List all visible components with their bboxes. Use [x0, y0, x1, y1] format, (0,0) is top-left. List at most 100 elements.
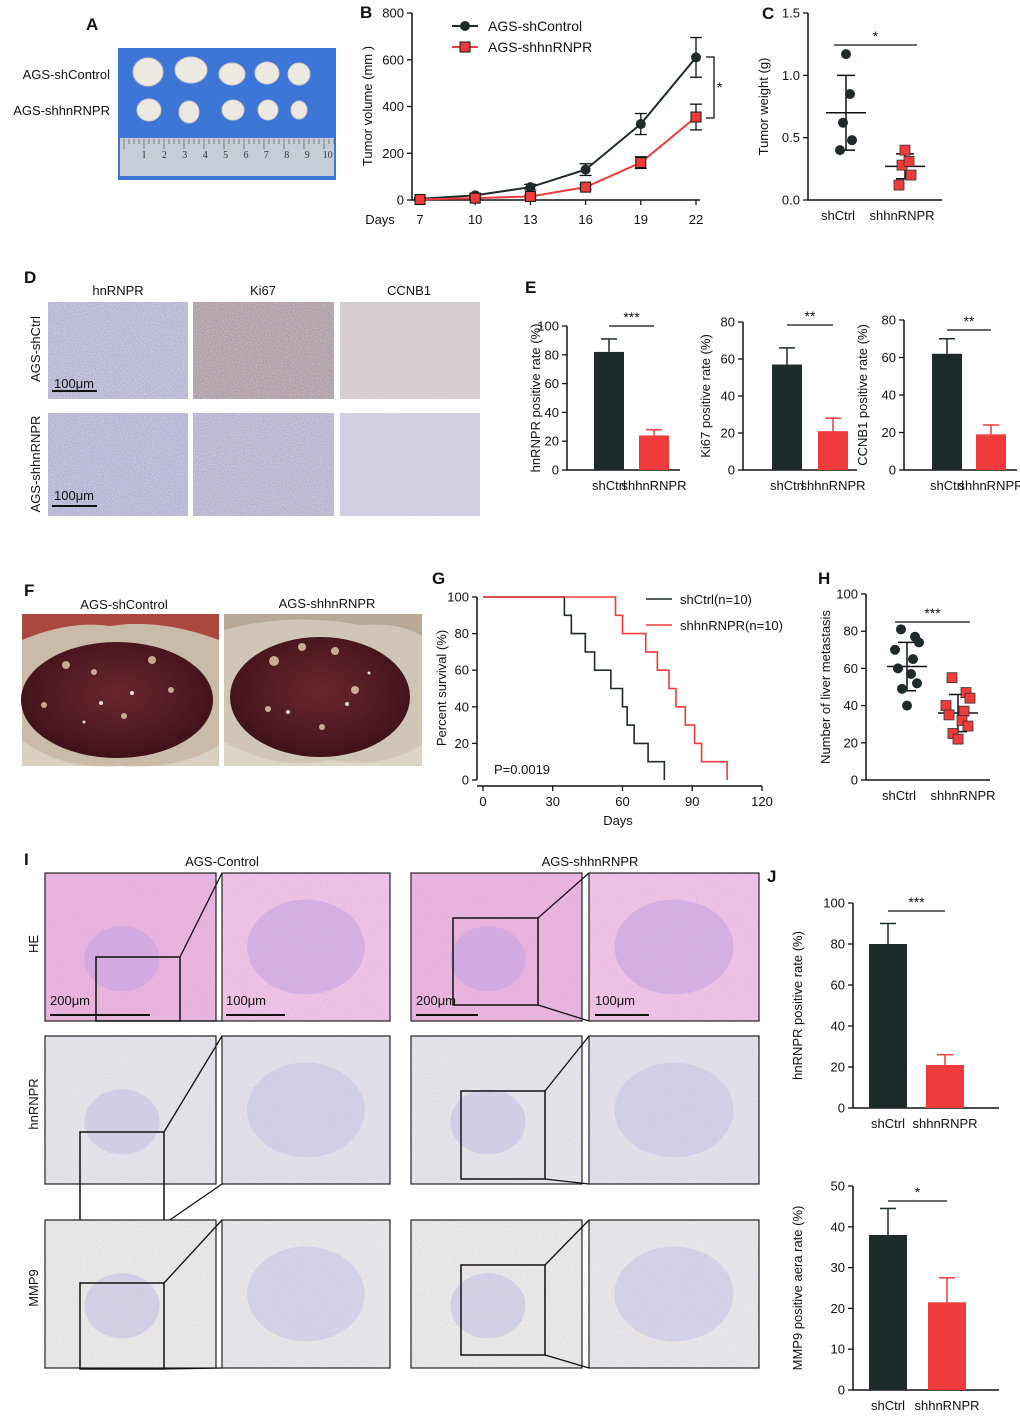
data-point: [838, 117, 848, 128]
significance-label: ***: [924, 605, 941, 621]
ruler-number: 6: [244, 150, 249, 161]
y-tick-label: 40: [882, 388, 896, 403]
liver-photos: [21, 614, 422, 767]
y-tick-label: 40: [831, 1019, 845, 1034]
panel-label: C: [762, 4, 774, 23]
y-axis-label: hnRNPR positive rate (%): [528, 324, 543, 473]
panel-label-f: F: [24, 581, 34, 600]
chart-c-tumor-weight: 0.0 0.5 1.0 1.5 Tumor weight (g) shCtrl shhnRN…: [756, 4, 942, 223]
panel-label: B: [360, 3, 372, 22]
x-tick-label: shhnRNPR: [958, 478, 1020, 493]
col-label-ccnb1: CCNB1: [387, 283, 431, 298]
y-tick-label: 60: [844, 661, 858, 676]
y-tick-label: 80: [844, 624, 858, 639]
bar-shctrl: [869, 1234, 907, 1390]
data-point: [899, 144, 911, 156]
x-tick-label: shhnRNPR: [930, 788, 995, 803]
survival-curve-shctrl: [483, 596, 666, 780]
survival-curve-shhnrnpr: [483, 596, 728, 780]
y-tick-label: 50: [831, 1179, 845, 1194]
tile-border: [410, 872, 583, 1022]
tile-border: [221, 872, 391, 1022]
zoom-connector: [163, 1367, 223, 1370]
y-tick-label: 200: [382, 146, 404, 161]
y-tick-label: 40: [455, 699, 469, 714]
y-tick-label: 20: [455, 736, 469, 751]
x-tick-label: 16: [578, 212, 592, 227]
y-tick-label: 20: [545, 434, 559, 449]
zoom-connector: [537, 1004, 590, 1022]
x-tick-label: 120: [751, 794, 773, 809]
data-point: [893, 663, 903, 674]
row-label-shctrl: AGS-shCtrl: [28, 316, 43, 382]
zoom-box: [95, 956, 181, 1022]
tile-border: [44, 1035, 217, 1185]
y-tick-label: 0.5: [782, 130, 800, 145]
y-axis-label: CCNB1 positive rate (%): [855, 324, 870, 466]
y-tick-label: 100: [537, 319, 559, 334]
tile-border: [44, 1219, 217, 1369]
ruler-number: 8: [284, 150, 289, 161]
data-point: [580, 181, 592, 193]
legend-label: shhnRNPR(n=10): [680, 618, 783, 633]
col-label-hnrnpr: hnRNPR: [92, 283, 143, 298]
scale-bar-label: 100μm: [595, 993, 635, 1008]
zoom-box: [452, 917, 539, 1006]
y-tick-label: 600: [382, 52, 404, 67]
y-tick-label: 20: [721, 426, 735, 441]
ruler-number: 4: [203, 150, 208, 161]
bar-shhnrnpr: [818, 431, 848, 470]
data-point: [469, 192, 481, 204]
data-point: [897, 683, 907, 694]
y-tick-label: 0: [728, 463, 735, 478]
significance-label: **: [964, 313, 975, 329]
data-point: [524, 190, 536, 202]
data-point: [414, 194, 426, 206]
x-tick-label: 22: [689, 212, 703, 227]
data-point: [841, 49, 851, 60]
tile-border: [588, 872, 760, 1022]
bar-shctrl: [772, 364, 802, 470]
ruler: [120, 138, 334, 176]
lesion-area: [84, 1089, 160, 1155]
data-point: [896, 624, 906, 635]
zoom-box: [79, 1282, 165, 1370]
zoom-box: [460, 1090, 546, 1180]
y-tick-label: 20: [882, 425, 896, 440]
tile-border: [588, 1035, 760, 1185]
y-axis-label: Number of liver metastasis: [818, 610, 833, 764]
scale-bar-label: 100μm: [54, 488, 94, 503]
y-tick-label: 20: [831, 1060, 845, 1075]
tile-border: [410, 1035, 583, 1185]
y-tick-label: 80: [882, 313, 896, 328]
ruler-number: 7: [264, 150, 269, 161]
y-tick-label: 20: [844, 735, 858, 750]
data-point: [580, 164, 591, 175]
y-axis-label: hnRNPR positive rate (%): [790, 931, 805, 1080]
tile-border: [410, 1219, 583, 1369]
data-point: [912, 678, 922, 689]
data-point: [958, 705, 970, 717]
ruler-number: 3: [182, 150, 187, 161]
zoom-connector: [163, 1183, 223, 1225]
significance-label: *: [873, 28, 879, 44]
legend-label: AGS-shControl: [488, 18, 582, 34]
zoom-connector: [544, 1354, 590, 1369]
row-label-shhnrnpr: AGS-shhnRNPR: [13, 103, 110, 118]
lesion-area: [614, 1246, 734, 1342]
zoom-connector: [163, 1035, 223, 1133]
x-tick-label: shCtrl: [882, 788, 916, 803]
significance-label: ***: [623, 309, 640, 325]
y-tick-label: 0: [462, 773, 469, 788]
scale-bar-label: 100μm: [226, 993, 266, 1008]
y-tick-label: 60: [545, 376, 559, 391]
ruler-numbers: 1 2 3 4 5 6 7 8 9 10: [142, 150, 333, 161]
significance-label: *: [717, 79, 723, 95]
panel-label: J: [767, 867, 776, 886]
panel-label-d: D: [24, 268, 36, 287]
lesion-area: [247, 899, 365, 995]
ruler-number: 10: [323, 150, 333, 161]
y-tick-label: 40: [545, 405, 559, 420]
y-tick-label: 30: [831, 1260, 845, 1275]
data-point: [905, 169, 917, 181]
